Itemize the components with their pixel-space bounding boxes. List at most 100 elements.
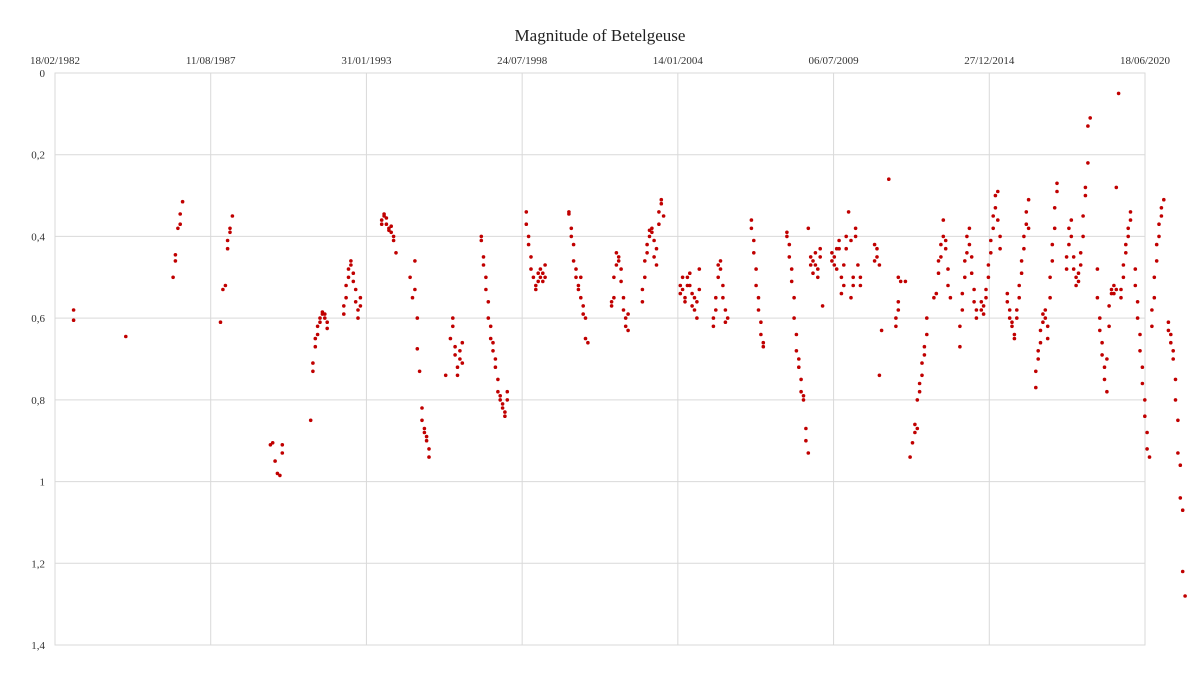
data-point (1105, 357, 1109, 361)
data-point (908, 455, 912, 459)
data-point (576, 283, 581, 288)
data-point (896, 308, 901, 312)
data-point (626, 312, 630, 316)
data-point (1019, 259, 1024, 263)
data-point (832, 255, 837, 259)
data-point (491, 340, 495, 345)
data-point (877, 373, 882, 378)
data-point (969, 271, 974, 276)
data-point (896, 300, 901, 304)
data-point (969, 255, 974, 259)
data-point (71, 308, 76, 312)
data-point (1074, 283, 1078, 288)
data-point (621, 308, 626, 312)
data-point (792, 295, 796, 300)
data-point (576, 287, 581, 292)
data-point (218, 320, 223, 325)
data-point (273, 459, 277, 463)
data-point (496, 377, 500, 382)
data-point (391, 238, 396, 243)
data-point (1166, 320, 1171, 325)
data-point (1128, 210, 1133, 214)
data-point (792, 316, 796, 320)
data-point (808, 255, 813, 259)
data-point (853, 234, 858, 239)
data-point (420, 418, 424, 423)
data-point (356, 316, 360, 320)
data-point (178, 222, 182, 226)
data-point (640, 287, 645, 292)
data-point (915, 398, 920, 402)
data-point (451, 324, 455, 329)
data-point (325, 320, 330, 325)
data-point (1050, 242, 1055, 247)
chart-title: Magnitude of Betelgeuse (515, 26, 686, 45)
data-point (830, 251, 834, 255)
data-point (1169, 332, 1173, 337)
data-point (654, 263, 659, 267)
data-point (683, 300, 687, 304)
data-point (690, 291, 694, 296)
data-point (455, 365, 460, 370)
data-point (505, 389, 510, 394)
data-point (1133, 267, 1138, 271)
data-point (1017, 295, 1021, 300)
data-point (1159, 214, 1164, 218)
data-point (913, 422, 917, 427)
data-point (993, 206, 998, 210)
data-point (623, 316, 628, 320)
data-point (818, 255, 822, 259)
data-point (680, 287, 685, 292)
data-point (315, 324, 320, 329)
data-point (1071, 255, 1076, 259)
data-point (496, 389, 500, 394)
data-point (1119, 287, 1123, 292)
data-point (794, 349, 799, 353)
data-point (1045, 324, 1050, 329)
data-point (749, 226, 754, 231)
data-point (1154, 242, 1159, 247)
data-point (379, 222, 384, 226)
data-point (358, 295, 363, 300)
data-point (311, 369, 315, 374)
data-point (1069, 218, 1074, 222)
data-point (1052, 226, 1057, 231)
data-point (711, 316, 716, 320)
data-point (721, 283, 725, 288)
data-point (839, 291, 844, 296)
data-point (979, 300, 984, 304)
data-point (1010, 320, 1014, 325)
data-point (1140, 365, 1145, 370)
data-point (526, 242, 531, 247)
data-point (1038, 340, 1043, 345)
data-point (1180, 508, 1185, 512)
data-point (1121, 263, 1126, 267)
data-point (574, 267, 578, 271)
data-points (71, 91, 1187, 598)
data-point (1102, 365, 1107, 370)
data-point (458, 349, 462, 353)
data-point (420, 406, 424, 410)
data-point (936, 259, 941, 263)
y-tick-label: 1,2 (31, 558, 45, 570)
data-point (858, 283, 863, 288)
data-point (427, 447, 431, 451)
data-point (920, 373, 924, 378)
data-point (486, 316, 491, 320)
data-point (1180, 569, 1185, 574)
data-point (657, 210, 661, 214)
data-point (844, 246, 848, 251)
data-point (1038, 328, 1043, 333)
data-point (991, 226, 995, 231)
data-point (579, 295, 583, 300)
data-point (1005, 291, 1010, 296)
data-point (1152, 275, 1157, 280)
data-point (583, 316, 588, 320)
data-point (353, 300, 358, 304)
data-point (1128, 218, 1133, 222)
data-point (960, 308, 965, 312)
data-point (1007, 316, 1012, 320)
data-point (932, 295, 936, 300)
data-point (178, 212, 182, 216)
data-point (1176, 451, 1180, 455)
